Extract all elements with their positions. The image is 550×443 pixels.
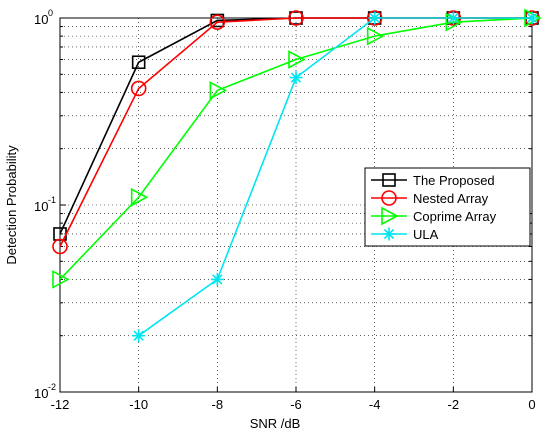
x-tick-label: 0 (528, 397, 535, 412)
y-axis-label: Detection Probability (4, 145, 19, 265)
legend-marker (382, 227, 396, 241)
marker (366, 26, 385, 46)
marker (130, 187, 149, 207)
marker (288, 10, 304, 26)
legend-label: Nested Array (413, 191, 489, 206)
legend-box (364, 167, 531, 247)
x-tick-label: -2 (448, 397, 460, 412)
marker (52, 270, 70, 289)
marker (289, 71, 303, 85)
y-tick-exponent: 0 (48, 8, 53, 18)
marker (368, 11, 382, 25)
x-tick-label: -12 (51, 397, 70, 412)
legend-label: Coprime Array (413, 209, 497, 224)
legend-marker (382, 173, 396, 187)
x-axis-label: SNR /dB (250, 416, 301, 431)
marker (132, 329, 146, 343)
marker (209, 14, 226, 30)
marker (210, 272, 224, 286)
marker (446, 11, 460, 25)
legend-label: ULA (413, 227, 439, 242)
marker (130, 80, 147, 97)
line (138, 17, 532, 337)
x-tick-label: -6 (290, 397, 302, 412)
y-tick-label: 10 (34, 386, 48, 401)
legend-marker (381, 206, 399, 226)
legend-marker (381, 190, 397, 206)
y-tick-label: 10 (34, 199, 48, 214)
marker (131, 55, 146, 70)
x-tick-label: -8 (212, 397, 224, 412)
marker (209, 81, 228, 100)
y-tick-exponent: -1 (48, 195, 56, 205)
marker (52, 238, 68, 255)
y-tick-exponent: -2 (48, 382, 56, 392)
marker (525, 11, 539, 25)
series (132, 11, 539, 343)
legend-label: The Proposed (413, 173, 495, 188)
x-tick-label: -4 (369, 397, 381, 412)
x-tick-label: -10 (129, 397, 148, 412)
marker (288, 50, 306, 69)
y-tick-label: 10 (34, 12, 48, 27)
